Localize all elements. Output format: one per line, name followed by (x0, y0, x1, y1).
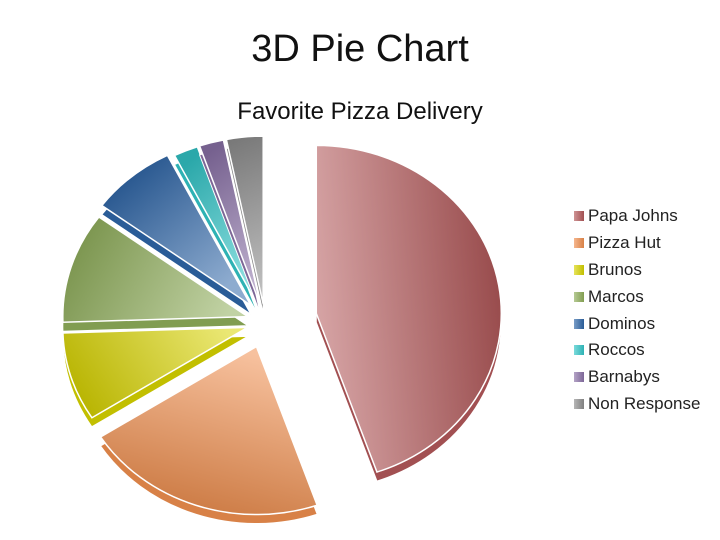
pie-slice-barnabys (198, 139, 261, 314)
legend-item-pizza-hut: Pizza Hut (574, 230, 700, 257)
legend-item-roccos: Roccos (574, 337, 700, 364)
legend-swatch (574, 238, 584, 249)
legend-swatch (574, 211, 584, 222)
legend-label: Barnabys (588, 367, 660, 387)
pie-slice-marcos (62, 216, 251, 332)
legend: Papa Johns Pizza Hut Brunos Marcos Domin… (574, 203, 700, 417)
legend-swatch (574, 291, 584, 302)
pie-slice-roccos (173, 145, 259, 315)
legend-label: Papa Johns (588, 206, 678, 226)
legend-label: Brunos (588, 259, 642, 279)
legend-item-papa-johns: Papa Johns (574, 203, 700, 230)
legend-item-non-response: Non Response (574, 391, 700, 418)
legend-swatch (574, 345, 584, 356)
legend-label: Dominos (588, 313, 656, 333)
legend-item-dominos: Dominos (574, 310, 700, 337)
pie-slice-pizza-hut (99, 345, 319, 524)
legend-swatch (574, 372, 584, 383)
legend-item-barnabys: Barnabys (574, 364, 700, 391)
legend-item-marcos: Marcos (574, 283, 700, 310)
pie-slice-dominos (100, 154, 252, 315)
pie-slice-brunos (62, 326, 249, 428)
legend-item-brunos: Brunos (574, 257, 700, 284)
legend-label: Marcos (588, 286, 644, 306)
pie-slice-papa-johns (315, 144, 503, 482)
chart-title: Favorite Pizza Delivery (237, 98, 483, 125)
legend-swatch (574, 398, 584, 409)
legend-swatch (574, 264, 584, 275)
legend-label: Pizza Hut (588, 233, 661, 253)
pie-slice-non-response (225, 135, 264, 314)
legend-label: Non Response (588, 393, 701, 413)
legend-swatch (574, 318, 584, 329)
legend-label: Roccos (588, 340, 645, 360)
page-title: 3D Pie Chart (251, 28, 469, 70)
